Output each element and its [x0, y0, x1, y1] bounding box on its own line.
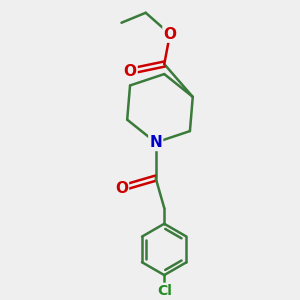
- Text: Cl: Cl: [157, 284, 172, 298]
- Text: O: O: [164, 27, 176, 42]
- Text: O: O: [124, 64, 136, 79]
- Text: O: O: [115, 181, 128, 196]
- Text: N: N: [149, 135, 162, 150]
